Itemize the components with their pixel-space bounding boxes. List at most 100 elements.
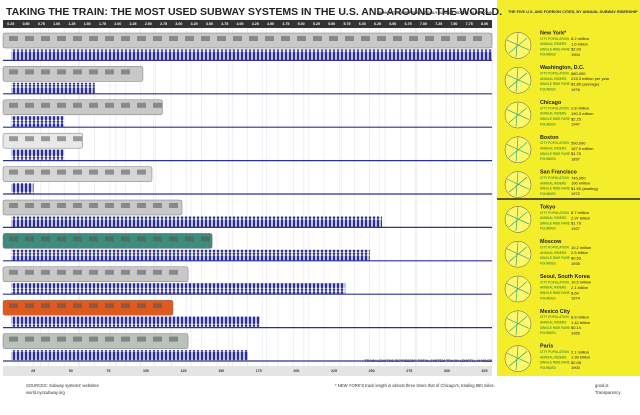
ridership-tick-label: 2.75	[160, 22, 167, 26]
train-window	[121, 269, 130, 275]
ridership-tick-label: 5.25	[313, 22, 320, 26]
train-window	[41, 102, 50, 108]
panel-title: THE FIVE U.S. AND FOREIGN CITIES, BY ANN…	[508, 10, 638, 14]
ridership-tick-label: 0.50	[23, 22, 30, 26]
train-window	[121, 303, 130, 309]
stat-value: 1.6 billion	[571, 41, 588, 46]
train-window	[473, 36, 482, 41]
ridership-tick-label: 6.75	[405, 22, 412, 26]
stat-label: ANNUAL RIDERS	[540, 286, 566, 290]
train-window	[9, 169, 18, 175]
stat-label: FOUNDED	[540, 296, 556, 300]
train-window	[105, 36, 114, 41]
length-tick-label: 100	[143, 369, 149, 373]
train-window	[73, 102, 82, 108]
stat-value: 1972	[571, 191, 581, 196]
footer-note: * NEW YORK'S track length is almost thre…	[335, 383, 495, 388]
train-window	[137, 303, 146, 309]
train-window	[153, 303, 162, 309]
length-tick-label: 25	[31, 369, 35, 373]
footer-credit: good.is	[595, 383, 609, 388]
stat-value: $1.85 (average)	[571, 81, 600, 86]
stat-value: 2.5 billion	[571, 250, 588, 255]
stat-value: 2.97 billion	[571, 215, 590, 220]
stat-value: $2.00	[571, 47, 582, 52]
stat-label: CITY POPULATION	[540, 106, 569, 110]
train-window	[201, 36, 210, 41]
stat-value: $1.50 (starting)	[571, 186, 599, 191]
stat-value: 10.5 million	[571, 280, 591, 285]
city-map-lines	[506, 276, 530, 301]
train-window	[89, 236, 98, 242]
city-name: Seoul, South Korea	[540, 274, 591, 280]
city-map-lines	[506, 102, 530, 127]
stat-label: ANNUAL RIDERS	[540, 321, 566, 325]
stat-label: SINGLE RIDE FARE	[540, 47, 570, 51]
ridership-tick-label: 0.25	[7, 22, 14, 26]
train-window	[169, 336, 178, 342]
train-window	[57, 136, 66, 142]
train-window	[377, 36, 386, 41]
ridership-tick-label: 1.75	[99, 22, 106, 26]
train-window	[57, 169, 66, 175]
length-tick-label: 250	[369, 369, 375, 373]
train-window	[329, 36, 338, 41]
stat-label: CITY POPULATION	[540, 280, 569, 284]
train-window	[25, 303, 34, 309]
train-window	[25, 169, 34, 175]
city-map-lines	[506, 67, 530, 92]
stat-value: 745,000	[571, 175, 586, 180]
city-map-lines	[506, 206, 530, 232]
ridership-tick-label: 1.00	[53, 22, 60, 26]
train-window	[9, 102, 18, 108]
ridership-tick-label: 4.00	[237, 22, 244, 26]
riders	[11, 116, 65, 128]
stat-label: FOUNDED	[540, 192, 556, 196]
train-window	[41, 336, 50, 342]
train-window	[25, 36, 34, 41]
train-window	[169, 36, 178, 41]
train-window	[41, 69, 50, 75]
train-window	[121, 169, 130, 175]
ridership-tick-label: 3.00	[175, 22, 182, 26]
train-window	[25, 136, 34, 142]
stat-label: SINGLE RIDE FARE	[540, 187, 570, 191]
top-axis-band	[3, 20, 492, 28]
city-map-lines	[506, 32, 530, 58]
train-window	[409, 36, 418, 41]
stat-value: $2.08	[571, 360, 582, 365]
stat-value: 8.7 million	[571, 210, 589, 215]
stat-value: $0.53	[571, 255, 582, 260]
length-tick-label: 75	[106, 369, 110, 373]
stat-label: SINGLE RIDE FARE	[540, 326, 570, 330]
stat-label: ANNUAL RIDERS	[540, 251, 566, 255]
stat-label: ANNUAL RIDERS	[540, 147, 566, 151]
train-window	[73, 36, 82, 41]
stat-value: 1976	[571, 87, 581, 92]
stat-label: ANNUAL RIDERS	[540, 181, 566, 185]
train-window	[153, 203, 162, 208]
riders	[11, 183, 34, 194]
stat-value: 190.3 million	[571, 111, 593, 116]
train-window	[9, 136, 18, 142]
train-window	[105, 169, 114, 175]
train-window	[89, 203, 98, 208]
train-window	[25, 236, 34, 242]
stat-label: SINGLE RIDE FARE	[540, 152, 570, 156]
train-window	[153, 236, 162, 242]
train-window	[441, 36, 450, 41]
train-window	[153, 36, 162, 41]
length-tick-label: 150	[218, 369, 224, 373]
riders	[11, 316, 260, 328]
stat-value: 580,000	[571, 71, 586, 76]
stat-label: CITY POPULATION	[540, 176, 569, 180]
length-tick-label: 325	[482, 369, 488, 373]
ridership-tick-label: 7.50	[450, 22, 457, 26]
train-window	[105, 203, 114, 208]
stat-value: $.64	[571, 290, 580, 295]
ridership-tick-label: 4.25	[252, 22, 259, 26]
train-window	[41, 169, 50, 175]
train-window	[425, 36, 434, 41]
stat-label: ANNUAL RIDERS	[540, 112, 566, 116]
